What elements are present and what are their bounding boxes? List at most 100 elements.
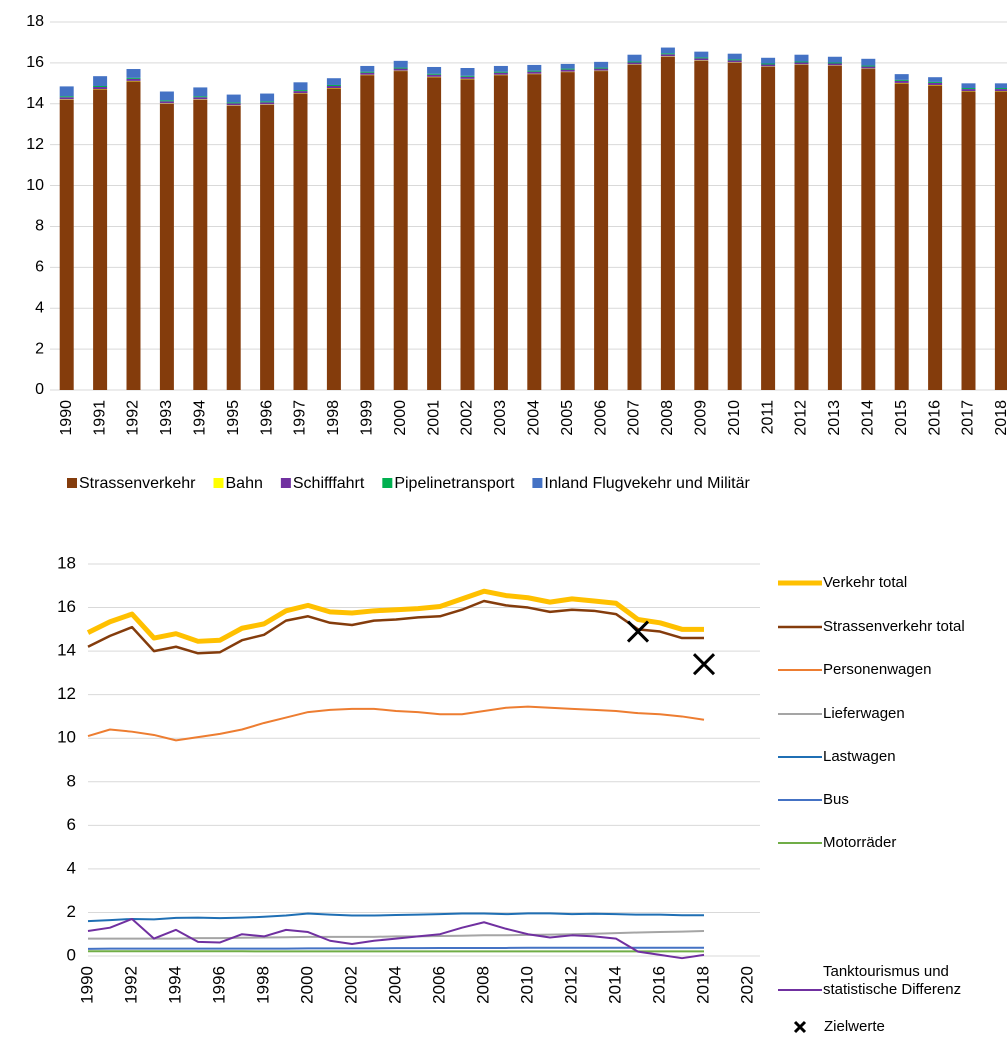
- bar-segment: [994, 89, 1007, 92]
- bar-segment: [326, 85, 341, 89]
- bar-segment: [527, 64, 542, 71]
- legend-swatch: [382, 478, 393, 488]
- bar-segment: [360, 71, 375, 73]
- x-tick-label: 1993: [158, 400, 175, 436]
- bar-segment: [427, 77, 442, 390]
- x-tick-label: 1992: [121, 966, 140, 1004]
- bar-segment: [560, 69, 575, 72]
- legend-label: Verkehr total: [823, 574, 907, 591]
- bar-segment: [794, 64, 809, 390]
- y-tick-label: 8: [35, 218, 44, 235]
- bar-segment: [126, 81, 141, 391]
- y-tick-label: 0: [67, 945, 76, 964]
- bar-segment: [827, 65, 842, 390]
- bar-segment: [727, 62, 742, 391]
- bar-segment: [393, 71, 408, 391]
- bar-segment: [560, 68, 575, 70]
- bar-segment: [393, 68, 408, 71]
- series-line: [87, 946, 704, 950]
- bar-segment: [527, 74, 542, 390]
- bar-segment: [159, 103, 174, 391]
- bar-segment: [293, 93, 308, 391]
- bar-segment: [293, 90, 308, 92]
- y-tick-label: 0: [35, 381, 44, 398]
- bar-segment: [660, 47, 675, 54]
- bar-chart: 0 2 4 6 8 10 12 14 16 18 1990 1991 1992 1993 1994 1995 1…: [26, 13, 1007, 492]
- bar-segment: [594, 67, 609, 69]
- bar-segment: [93, 89, 108, 390]
- x-tick-label: 1994: [192, 400, 209, 436]
- bar-segment: [961, 83, 976, 89]
- y-tick-label: 12: [57, 684, 76, 703]
- legend-swatch: [280, 478, 291, 488]
- x-tick-label: 2014: [860, 400, 877, 436]
- bar-segment: [460, 76, 475, 79]
- bar-segment: [794, 62, 809, 65]
- x-tick-label: 2008: [473, 966, 492, 1004]
- x-tick-label: 2013: [826, 400, 843, 436]
- series-line: [87, 912, 704, 923]
- x-tick-label: 1990: [58, 400, 75, 436]
- bar-segment: [627, 64, 642, 390]
- bar-segment: [861, 65, 876, 67]
- bar-segment: [928, 82, 943, 85]
- legend-swatch: [67, 478, 77, 488]
- x-tick-label: 2008: [659, 400, 676, 436]
- legend-label: Personenwagen: [823, 661, 931, 678]
- bar-segment: [393, 67, 408, 69]
- legend-label: Bahn: [226, 475, 263, 492]
- bar-segment: [493, 72, 508, 75]
- bar-segment: [794, 61, 809, 63]
- bar-segment: [694, 51, 709, 58]
- bar-segment: [694, 60, 709, 390]
- x-tick-label: 2005: [559, 400, 576, 436]
- legend-label: Strassenverkehr: [79, 475, 196, 492]
- bar-segment: [560, 63, 575, 69]
- bar-segment: [126, 78, 141, 81]
- bar-segment: [761, 63, 776, 65]
- bar-segment: [360, 65, 375, 72]
- x-tick-label: 1992: [125, 400, 142, 436]
- bar-segment: [894, 80, 909, 83]
- y-tick-label: 18: [57, 553, 76, 572]
- bar-segment: [928, 85, 943, 390]
- bar-segment: [861, 69, 876, 391]
- legend-label: Tanktourismus und statistische Differenz: [823, 963, 961, 998]
- y-tick-label: 4: [67, 858, 76, 877]
- bar-segment: [861, 58, 876, 66]
- legend-label: Motorräder: [823, 834, 896, 851]
- x-tick-label: 1996: [258, 400, 275, 436]
- bar-segment: [560, 72, 575, 390]
- x-tick-label: 2016: [926, 400, 943, 436]
- bar-segment: [393, 60, 408, 68]
- series-line: [87, 917, 705, 960]
- bar-segment: [126, 69, 141, 78]
- bar-segment: [226, 102, 241, 104]
- bar-segment: [894, 74, 909, 80]
- x-tick-label: 1990: [77, 966, 96, 1004]
- bar-segment: [193, 97, 208, 100]
- bar-segment: [694, 58, 709, 61]
- bar-segment: [360, 75, 375, 391]
- legend-label: Zielwerte: [824, 1018, 885, 1035]
- bar-segment: [260, 93, 275, 102]
- legend-label: Inland Flugvekehr und Militär: [544, 475, 750, 492]
- bar-segment: [961, 88, 976, 90]
- bar-segment: [727, 53, 742, 60]
- bar-segment: [660, 54, 675, 57]
- x-tick-label: 2001: [425, 400, 442, 436]
- bar-segment: [293, 91, 308, 94]
- bar-segment: [928, 77, 943, 82]
- bar-segment: [93, 87, 108, 90]
- bar-segment: [360, 72, 375, 75]
- bar-segment: [894, 83, 909, 390]
- x-tick-label: 2016: [649, 966, 668, 1004]
- x-tick-label: 1998: [325, 400, 342, 436]
- x-tick-label: 1997: [292, 400, 309, 436]
- bar-segment: [260, 104, 275, 391]
- bar-segment: [159, 101, 174, 104]
- x-tick-label: 2015: [893, 400, 910, 436]
- bar-segment: [460, 79, 475, 390]
- legend-swatch: [532, 478, 543, 488]
- bar-segment: [761, 64, 776, 67]
